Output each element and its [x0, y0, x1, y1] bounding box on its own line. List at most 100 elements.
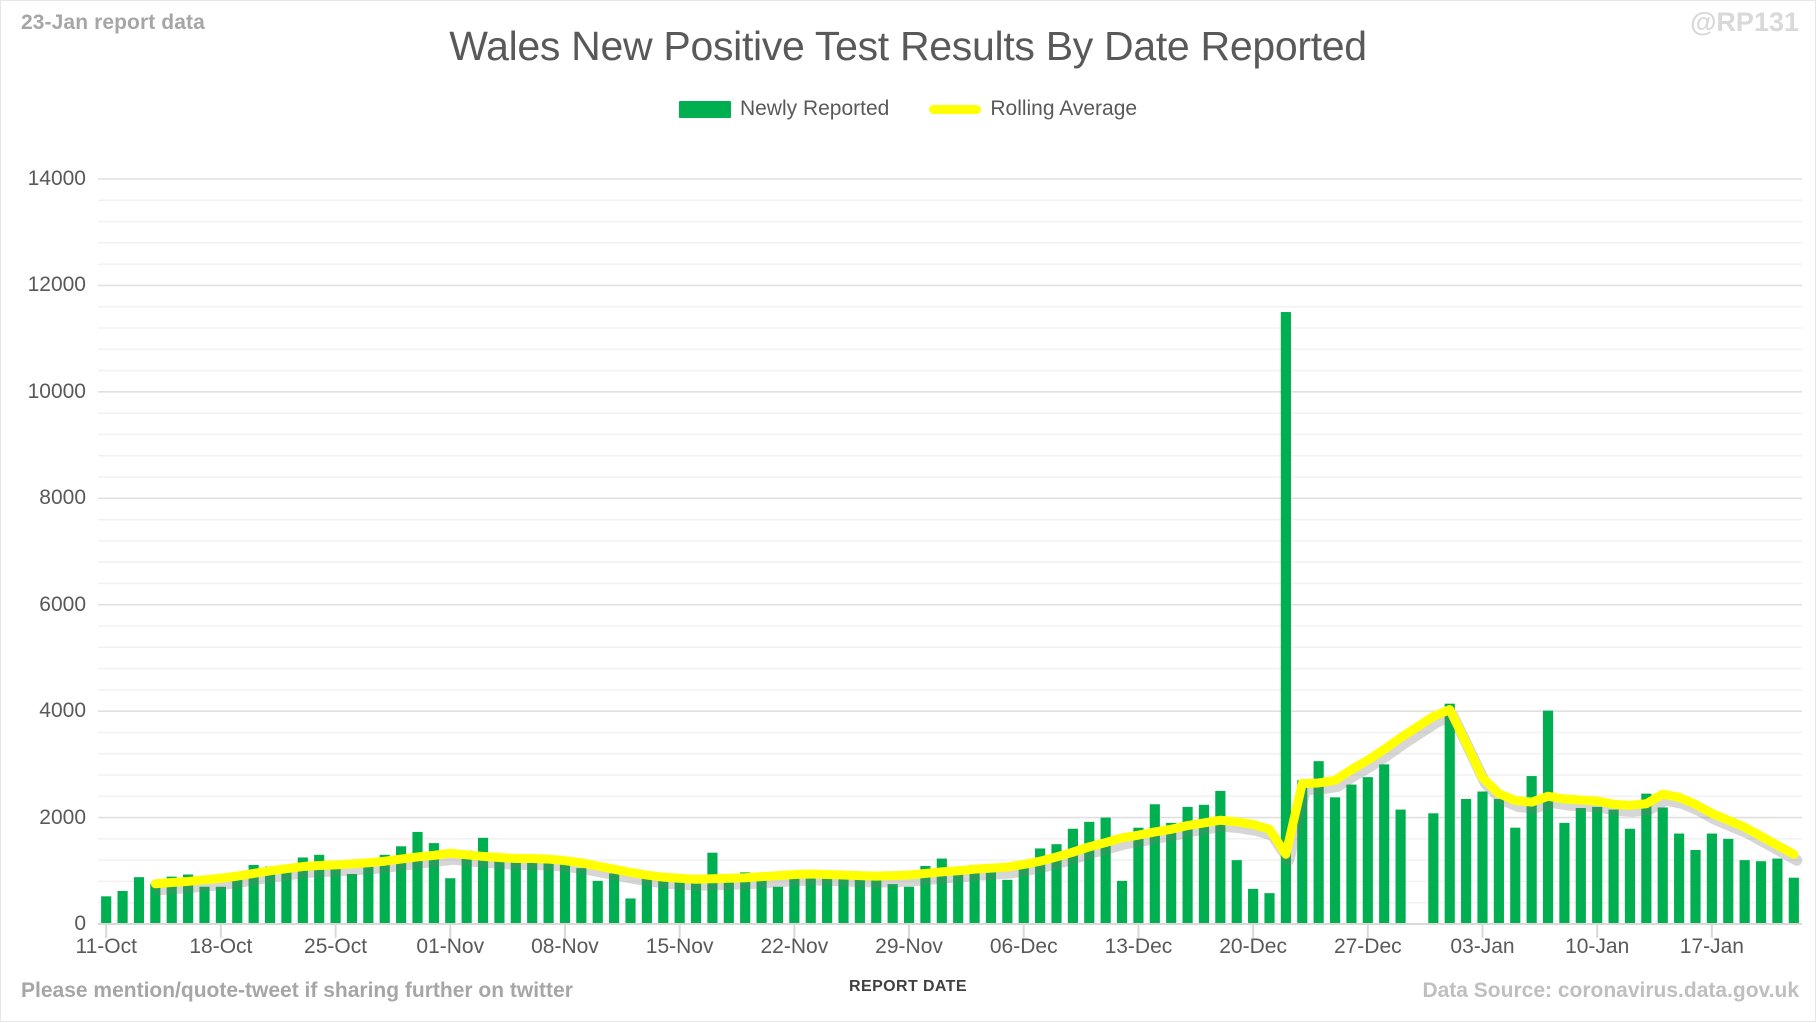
bar [936, 858, 947, 924]
bar [1788, 877, 1799, 924]
bar [1280, 312, 1291, 924]
x-axis-tick-label: 13-Dec [1104, 935, 1173, 958]
bar [854, 872, 865, 924]
bar [903, 886, 915, 924]
bar [1755, 861, 1767, 924]
bar [330, 868, 341, 924]
legend-label-newly-reported: Newly Reported [739, 97, 890, 120]
bar [215, 886, 226, 924]
x-axis-tick-label: 10-Jan [1565, 935, 1630, 958]
bar [1772, 858, 1783, 924]
bar [183, 874, 194, 924]
bar [461, 850, 472, 924]
bar [609, 873, 620, 924]
bar [674, 881, 685, 924]
data-source-label: Data Source: coronavirus.data.gov.uk [1422, 979, 1799, 1002]
bar [805, 872, 816, 924]
line-series-shadow [152, 710, 1803, 896]
y-axis-tick-label: 0 [74, 912, 86, 935]
bar [1313, 761, 1324, 924]
y-axis-tick-label: 6000 [39, 592, 86, 616]
bar [1297, 780, 1308, 924]
bar [1592, 806, 1603, 924]
bar [396, 846, 407, 924]
bar [1559, 822, 1570, 924]
bar [314, 854, 325, 924]
bar [1575, 807, 1586, 924]
bar [1002, 879, 1013, 924]
bar [1198, 804, 1210, 924]
bar [690, 878, 702, 924]
bar [707, 852, 718, 924]
bar [428, 843, 439, 924]
x-axis-tick-label: 25-Oct [304, 935, 368, 958]
bar [723, 876, 734, 924]
bar [1461, 798, 1472, 924]
bar [101, 896, 112, 924]
bar [510, 854, 521, 924]
gridlines-major [98, 178, 1802, 819]
bar [1706, 833, 1717, 924]
bar [1641, 793, 1652, 925]
x-axis-tick-label: 08-Nov [531, 935, 599, 958]
y-axis-tick-label: 8000 [39, 486, 86, 510]
legend-item-rolling-average[interactable]: Rolling Average [929, 97, 1137, 121]
bar [772, 886, 784, 924]
x-axis-tick-label: 01-Nov [416, 935, 485, 958]
bar [1379, 764, 1390, 924]
y-axis-tick-label: 14000 [27, 167, 86, 190]
bar [871, 878, 882, 924]
bar [625, 898, 636, 924]
bar [920, 866, 931, 924]
bar [527, 854, 538, 924]
line-series-rolling-average [150, 705, 1799, 889]
bar [1657, 807, 1668, 924]
bar [363, 860, 374, 924]
bar [1084, 821, 1095, 924]
bar [379, 854, 390, 924]
bar [592, 880, 603, 924]
legend-item-newly-reported[interactable]: Newly Reported [678, 97, 890, 121]
bar [248, 864, 259, 924]
y-axis-tick-label: 10000 [27, 379, 86, 403]
bar [822, 870, 833, 924]
bar [1608, 809, 1619, 924]
legend-label-rolling-average: Rolling Average [990, 97, 1138, 120]
bar [1526, 776, 1537, 924]
x-axis-tick-label: 29-Nov [875, 935, 943, 958]
author-handle-watermark: @RP131 [1690, 7, 1799, 37]
legend-line-swatch-icon [929, 104, 982, 114]
bar [1444, 703, 1455, 924]
bar [1346, 784, 1357, 924]
bar [133, 877, 145, 924]
x-axis-tick-label: 18-Oct [189, 935, 253, 958]
footer-note: Please mention/quote-tweet if sharing fu… [21, 979, 573, 1002]
bar [1395, 809, 1406, 924]
bar [494, 859, 505, 924]
bar [658, 879, 669, 924]
bar [985, 867, 997, 924]
bar [1149, 804, 1160, 924]
bar [232, 879, 243, 924]
bar [756, 872, 767, 924]
y-axis-tick-label: 2000 [39, 805, 86, 829]
report-stamp: 23-Jan report data [21, 11, 205, 34]
bar [887, 884, 898, 924]
bar [1690, 850, 1701, 924]
bar [412, 831, 423, 924]
bar [1248, 888, 1259, 924]
x-axis-tick-label: 15-Nov [645, 935, 714, 958]
bar [559, 857, 571, 924]
bar [789, 876, 800, 924]
y-axis-tick-label: 4000 [39, 699, 86, 723]
bar [264, 866, 276, 924]
gridlines-minor [98, 199, 1802, 904]
bar [1182, 806, 1193, 924]
bar [1362, 777, 1373, 924]
bar [641, 876, 652, 924]
x-axis-tick-label: 06-Dec [989, 935, 1058, 958]
bar [969, 864, 980, 924]
